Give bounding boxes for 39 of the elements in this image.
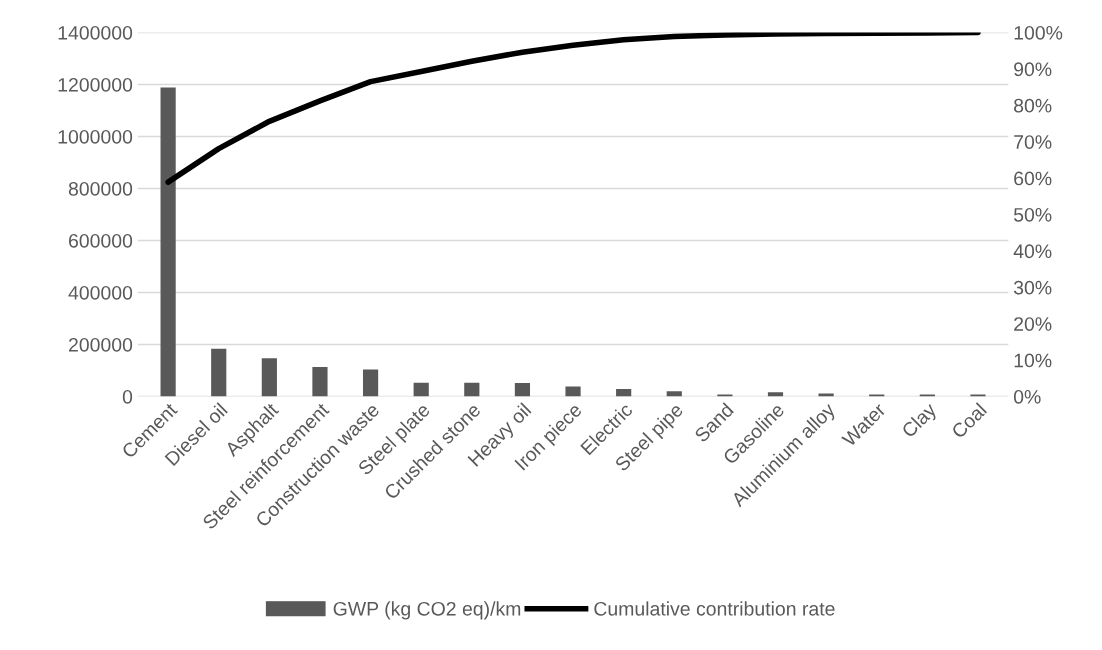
bar <box>919 394 935 397</box>
y-tick-label: 800000 <box>68 181 133 196</box>
bar <box>211 348 227 397</box>
bar <box>869 394 885 397</box>
bar <box>565 386 581 397</box>
bar <box>514 382 531 397</box>
y2-tick-label: 90% <box>1014 62 1052 77</box>
y2-tick-label: 0% <box>1013 389 1041 404</box>
bar <box>362 369 379 397</box>
y-tick-label: 1200000 <box>58 77 133 92</box>
bar <box>970 394 986 397</box>
bar <box>666 391 682 397</box>
bar <box>717 394 733 397</box>
bar <box>767 392 784 397</box>
y2-tick-label: 30% <box>1013 280 1052 295</box>
y-tick-label: 1000000 <box>58 129 133 144</box>
y-tick-label: 200000 <box>68 337 133 352</box>
legend-label: Cumulative contribution rate <box>594 601 835 616</box>
y2-tick-label: 80% <box>1014 98 1052 113</box>
y2-tick-label: 60% <box>1014 171 1052 186</box>
y-tick-label: 600000 <box>69 233 133 248</box>
x-tick-label: Clay <box>900 401 941 441</box>
y2-tick-label: 100% <box>1014 25 1063 40</box>
y-tick-label: 0 <box>122 389 133 404</box>
bar <box>312 367 328 397</box>
bar <box>818 393 834 397</box>
bar <box>160 87 176 397</box>
bar <box>261 358 277 397</box>
y2-tick-label: 20% <box>1014 317 1052 331</box>
bar <box>616 388 632 397</box>
y2-tick-label: 10% <box>1014 353 1052 368</box>
y2-tick-label: 50% <box>1013 207 1052 222</box>
y-tick-label: 400000 <box>68 285 133 300</box>
bar <box>464 382 480 397</box>
y2-tick-label: 70% <box>1014 135 1052 149</box>
bar <box>413 382 429 397</box>
y-tick-label: 1400000 <box>58 25 133 40</box>
legend-label: GWP (kg CO2 eq)/km <box>333 601 521 620</box>
y2-tick-label: 40% <box>1013 244 1052 259</box>
